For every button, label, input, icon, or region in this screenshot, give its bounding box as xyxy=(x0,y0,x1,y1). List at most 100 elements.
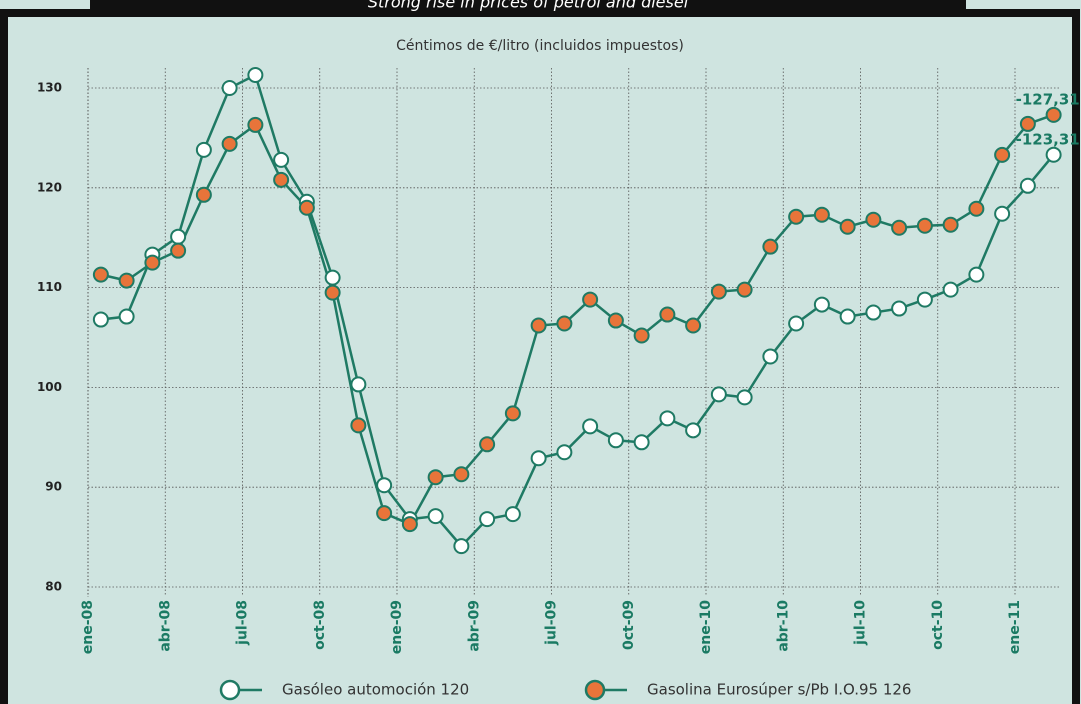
legend-marker xyxy=(219,679,241,701)
point xyxy=(350,376,367,393)
point xyxy=(324,269,341,286)
x-tick-label: jul-08 xyxy=(235,600,251,646)
chart-title: Strong rise in prices of petrol and dies… xyxy=(368,0,689,12)
point xyxy=(92,266,109,283)
point xyxy=(170,242,187,259)
point xyxy=(247,67,264,84)
y-tick-label: 130 xyxy=(37,81,62,95)
point xyxy=(298,199,315,216)
point xyxy=(865,211,882,228)
point xyxy=(221,135,238,152)
point xyxy=(916,291,933,308)
x-tick-label: ene-08 xyxy=(80,600,96,654)
point xyxy=(968,266,985,283)
point xyxy=(968,200,985,217)
point xyxy=(865,304,882,321)
point xyxy=(144,254,161,271)
point xyxy=(350,417,367,434)
point xyxy=(170,228,187,245)
x-tick-label: abr-10 xyxy=(775,600,791,652)
legend-label: Gasolina Eurosúper s/Pb I.O.95 126 xyxy=(647,681,911,699)
y-tick-label: 100 xyxy=(37,380,62,394)
point xyxy=(607,432,624,449)
point xyxy=(736,389,753,406)
point xyxy=(324,284,341,301)
point xyxy=(401,516,418,533)
point xyxy=(504,506,521,523)
point xyxy=(685,317,702,334)
point xyxy=(376,477,393,494)
point xyxy=(659,306,676,323)
point xyxy=(427,508,444,525)
point xyxy=(530,317,547,334)
point xyxy=(376,505,393,522)
point xyxy=(942,281,959,298)
point xyxy=(556,444,573,461)
point xyxy=(530,450,547,467)
point xyxy=(633,434,650,451)
legend-label: Gasóleo automoción 120 xyxy=(282,681,469,699)
point xyxy=(479,511,496,528)
y-axis-title: Céntimos de €/litro (incluidos impuestos… xyxy=(396,38,684,54)
point xyxy=(891,219,908,236)
x-tick-label: oct-10 xyxy=(930,600,946,650)
title-banner xyxy=(90,0,966,14)
point xyxy=(633,327,650,344)
point xyxy=(685,422,702,439)
point xyxy=(916,217,933,234)
point xyxy=(813,296,830,313)
point xyxy=(504,405,521,422)
point xyxy=(839,218,856,235)
x-tick-label: abr-08 xyxy=(157,600,173,652)
x-tick-label: ene-11 xyxy=(1007,600,1023,654)
point xyxy=(1045,146,1062,163)
y-tick-label: 90 xyxy=(45,480,62,494)
point xyxy=(994,146,1011,163)
point xyxy=(891,300,908,317)
point xyxy=(736,281,753,298)
point xyxy=(582,418,599,435)
annotation: -127,31 xyxy=(1016,90,1080,108)
x-tick-label: oct-08 xyxy=(312,600,328,650)
point xyxy=(762,348,779,365)
y-tick-label: 120 xyxy=(37,180,62,194)
y-tick-label: 80 xyxy=(45,580,62,594)
point xyxy=(453,466,470,483)
point xyxy=(582,291,599,308)
point xyxy=(788,208,805,225)
x-tick-label: ene-10 xyxy=(698,600,714,655)
point xyxy=(1019,177,1036,194)
point xyxy=(659,410,676,427)
point xyxy=(92,311,109,328)
point xyxy=(762,238,779,255)
point xyxy=(607,312,624,329)
annotation: -123,31 xyxy=(1016,130,1080,148)
point xyxy=(710,283,727,300)
point xyxy=(427,469,444,486)
x-tick-label: jul-10 xyxy=(853,600,869,646)
x-tick-label: 0ct-09 xyxy=(621,600,637,650)
point xyxy=(813,206,830,223)
y-tick-label: 110 xyxy=(37,280,62,294)
point xyxy=(195,186,212,203)
point xyxy=(994,205,1011,222)
point xyxy=(479,436,496,453)
point xyxy=(221,80,238,96)
point xyxy=(710,386,727,403)
point xyxy=(118,272,135,289)
x-tick-label: abr-09 xyxy=(466,600,482,652)
point xyxy=(788,315,805,332)
point xyxy=(273,151,290,168)
point xyxy=(273,171,290,188)
point xyxy=(118,308,135,325)
point xyxy=(247,116,264,133)
point xyxy=(1045,106,1062,123)
point xyxy=(195,141,212,158)
legend-marker xyxy=(584,679,606,701)
x-tick-label: ene-09 xyxy=(389,600,405,654)
point xyxy=(942,216,959,233)
x-tick-label: jul-09 xyxy=(544,600,560,646)
point xyxy=(556,315,573,332)
point xyxy=(839,308,856,325)
